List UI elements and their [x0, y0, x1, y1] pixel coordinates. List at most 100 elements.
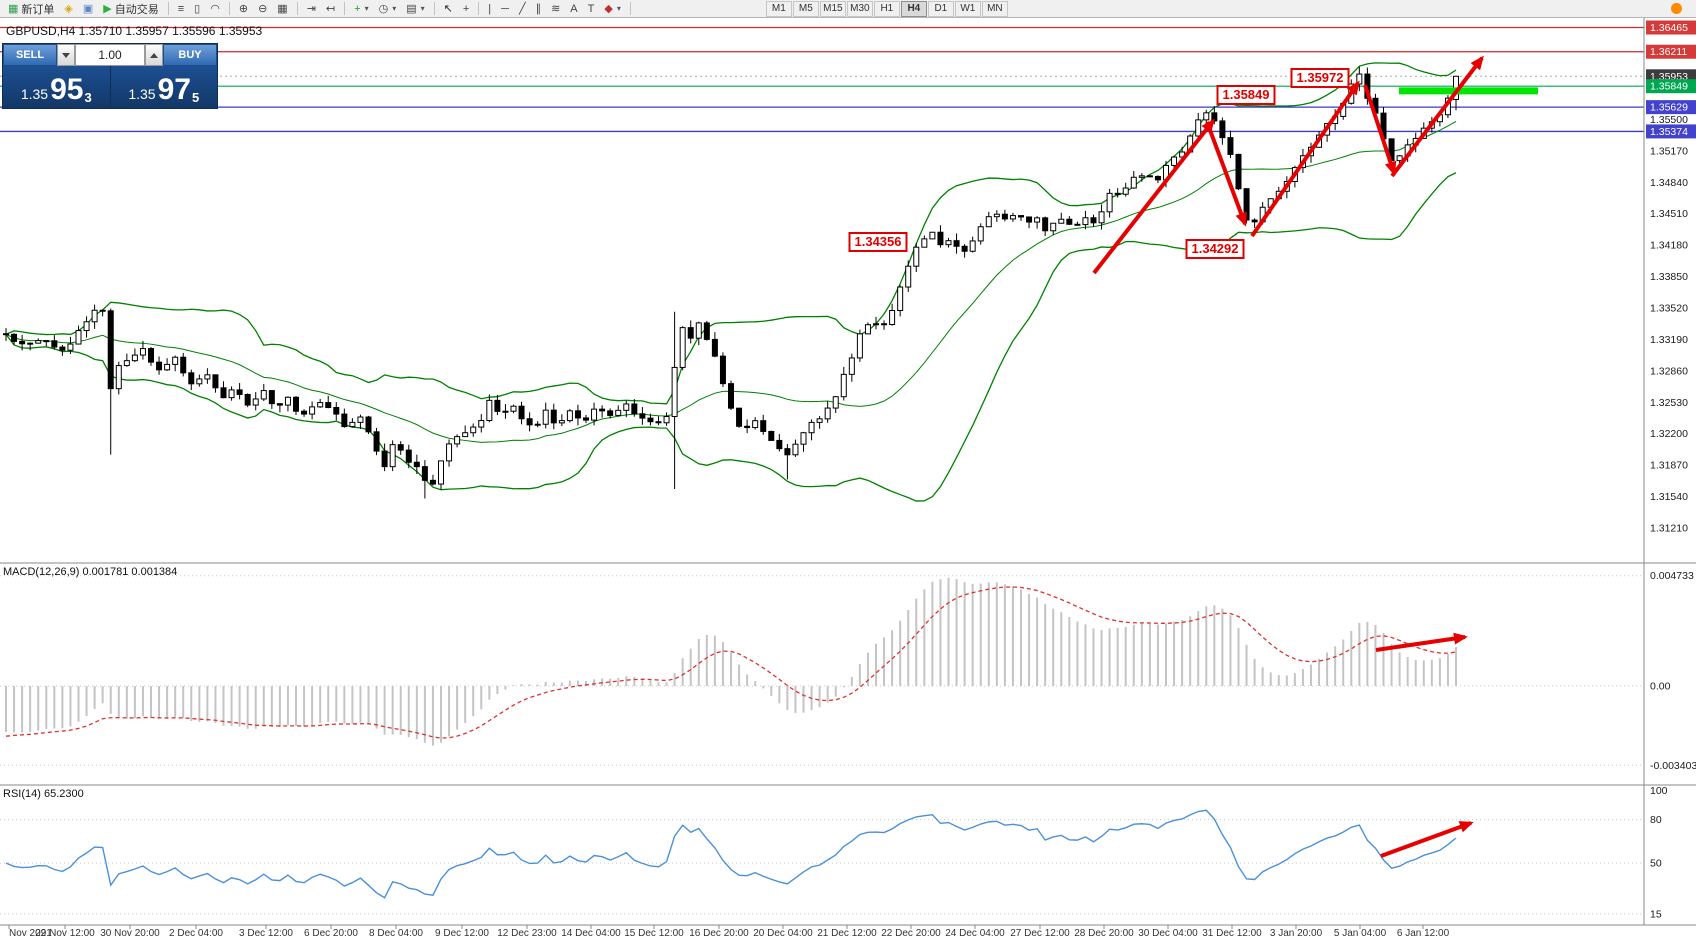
candle-body — [832, 396, 839, 409]
candle-body — [985, 216, 992, 228]
trend-arrow[interactable] — [1092, 118, 1215, 275]
indicators-button[interactable]: + ▾ — [350, 0, 372, 18]
timeframe-H1[interactable]: H1 — [873, 0, 900, 17]
vertical-line-button[interactable]: | — [484, 0, 495, 18]
candle-body — [365, 416, 372, 433]
time-axis-label: 8 Dec 04:00 — [369, 928, 423, 939]
time-axis-label: 20 Dec 04:00 — [753, 928, 813, 939]
buy-button[interactable]: BUY — [163, 44, 217, 66]
trend-arrow[interactable] — [1363, 84, 1397, 176]
candle-body — [276, 403, 283, 406]
toolbar-separator — [344, 2, 346, 15]
trendline-button[interactable]: ╱ — [515, 0, 530, 18]
price-annotation[interactable]: 1.35972 — [1290, 68, 1350, 88]
candle-body — [1042, 217, 1049, 232]
volume-input[interactable] — [75, 44, 145, 66]
line-chart-icon[interactable]: ◠ — [206, 0, 224, 18]
text-button[interactable]: A — [566, 0, 581, 18]
crosshair-button[interactable]: + — [459, 0, 473, 18]
bar-chart-icon[interactable]: ≡ — [174, 0, 188, 18]
timeframe-M5[interactable]: M5 — [792, 0, 819, 17]
trend-arrow[interactable] — [1250, 80, 1360, 238]
price-annotation[interactable]: 1.34292 — [1185, 239, 1245, 259]
price-annotation[interactable]: 1.35849 — [1216, 85, 1276, 105]
time-axis-label: 2 Dec 04:00 — [169, 928, 223, 939]
candle-body — [1009, 215, 1016, 220]
price-tag-label: 1.36465 — [1650, 22, 1688, 34]
chart-shift-icon[interactable]: ↤ — [322, 0, 339, 18]
time-axis-label: 3 Dec 12:00 — [239, 928, 293, 939]
rsi-scale-label: 80 — [1650, 814, 1662, 826]
price-annotation[interactable]: 1.34356 — [848, 232, 908, 252]
candle-body — [897, 286, 904, 312]
time-axis-label: 16 Dec 20:00 — [689, 928, 749, 939]
candle-body — [301, 410, 308, 415]
timeframe-M15[interactable]: M15 — [819, 0, 846, 17]
trend-arrow[interactable] — [1375, 632, 1468, 652]
trend-arrow[interactable] — [1380, 821, 1474, 858]
label-glyph: T — [587, 2, 595, 15]
new-order-button[interactable]: ▦ 新订单 — [4, 0, 58, 18]
time-axis-label: 9 Dec 12:00 — [435, 928, 489, 939]
price-scale-label: 1.35500 — [1650, 114, 1688, 126]
candle-body — [27, 342, 34, 345]
candle-body — [59, 346, 66, 351]
volume-increase-button[interactable] — [145, 44, 163, 66]
periods-button[interactable]: ◷ ▾ — [375, 0, 401, 18]
timeframe-D1[interactable]: D1 — [927, 0, 954, 17]
candle-body — [164, 363, 171, 371]
ask-price[interactable]: 1.35 97 5 — [109, 66, 218, 108]
label-button[interactable]: T — [584, 0, 599, 18]
rsi-scale-label: 50 — [1650, 858, 1662, 870]
trend-arrow[interactable] — [1390, 55, 1484, 178]
price-scale-label: 1.32860 — [1650, 365, 1688, 377]
candle-body — [454, 436, 461, 445]
price-scale-label: 1.32530 — [1650, 397, 1688, 409]
timeframe-H4[interactable]: H4 — [900, 0, 927, 17]
compass-icon[interactable]: ◈ — [60, 0, 76, 18]
zoom-out-icon[interactable]: ⊖ — [254, 0, 271, 18]
auto-scroll-icon[interactable]: ⇥ — [303, 0, 320, 18]
channel-button[interactable]: ∥ — [532, 0, 546, 18]
cursor-button[interactable]: ↖ — [440, 0, 457, 18]
candle-body — [1090, 217, 1097, 224]
volume-decrease-button[interactable] — [57, 44, 75, 66]
candle-body — [631, 403, 638, 415]
auto-scroll-icon-glyph: ⇥ — [306, 2, 316, 15]
chart-windows-icon[interactable]: ▣ — [79, 0, 97, 18]
candle-body — [405, 449, 412, 463]
candle-body — [953, 240, 960, 247]
price-scale-label: 1.33850 — [1650, 271, 1688, 283]
candle-body — [293, 396, 299, 412]
price-scale-label: 1.33190 — [1650, 334, 1688, 346]
zoom-out-icon-glyph: ⊖ — [258, 2, 268, 15]
timeframe-M30[interactable]: M30 — [846, 0, 873, 17]
timeframe-W1[interactable]: W1 — [954, 0, 981, 17]
candlestick-chart-icon[interactable]: ▯ — [190, 0, 204, 18]
candle-body — [824, 407, 831, 420]
candle-body — [615, 409, 622, 416]
candle-body — [574, 410, 581, 419]
autotrading-button[interactable]: ▶ 自动交易 — [99, 0, 162, 18]
templates-button[interactable]: ▤ ▾ — [402, 0, 428, 18]
shapes-button[interactable]: ◆ ▾ — [600, 0, 624, 18]
candle-body — [99, 309, 106, 312]
bid-price[interactable]: 1.35 95 3 — [3, 66, 110, 108]
shapes-glyph: ◆ — [604, 2, 613, 15]
trend-arrow[interactable] — [1205, 121, 1247, 227]
price-scale-label: 1.32200 — [1650, 428, 1688, 440]
price-tag-box — [1646, 20, 1696, 35]
candle-body — [19, 340, 26, 345]
tile-windows-icon[interactable]: ▦ — [273, 0, 291, 18]
timeframe-MN[interactable]: MN — [981, 0, 1008, 17]
candle-body — [115, 365, 122, 390]
candle-body — [1074, 223, 1081, 226]
candle-body — [107, 310, 114, 390]
candle-body — [1082, 217, 1089, 226]
horizontal-line-button[interactable]: ─ — [497, 0, 513, 18]
fibonacci-button[interactable]: ≋ — [547, 0, 564, 18]
zoom-in-icon[interactable]: ⊕ — [235, 0, 252, 18]
sell-button[interactable]: SELL — [3, 44, 57, 66]
timeframe-M1[interactable]: M1 — [765, 0, 792, 17]
